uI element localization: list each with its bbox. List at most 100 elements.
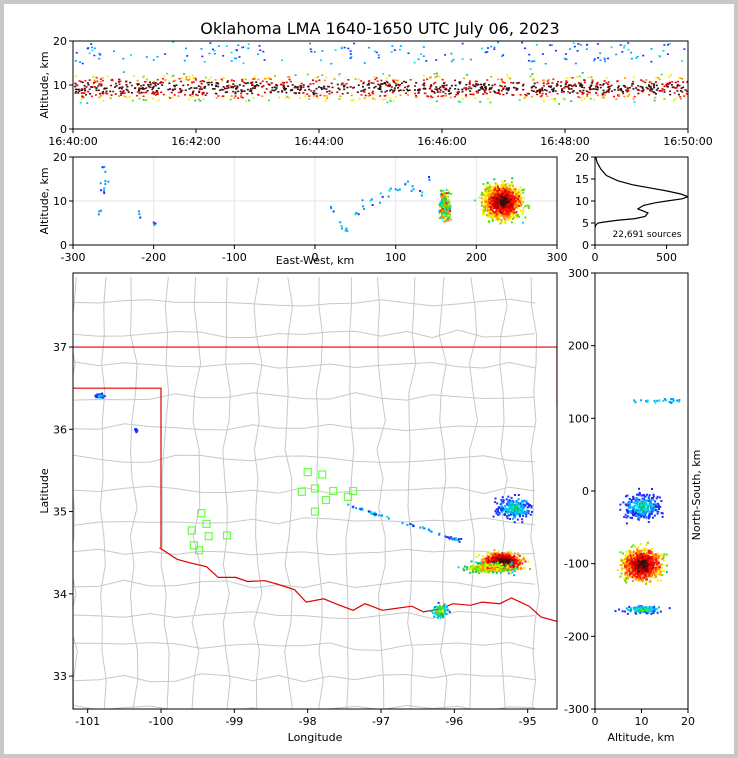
source-point	[285, 81, 288, 84]
source-point	[526, 502, 529, 505]
source-point	[433, 73, 436, 75]
latitude-tick-label: 34	[53, 588, 67, 601]
county-line	[99, 277, 107, 709]
source-point	[482, 206, 485, 209]
source-point	[519, 508, 521, 511]
source-point	[420, 53, 422, 55]
source-point	[164, 79, 167, 81]
source-point	[510, 190, 513, 193]
source-point	[519, 509, 522, 512]
source-point	[527, 205, 530, 208]
source-point	[448, 89, 451, 91]
source-point	[490, 211, 493, 214]
source-point	[136, 83, 139, 85]
source-point	[632, 76, 635, 78]
source-point	[678, 84, 681, 87]
source-point	[510, 496, 513, 499]
source-point	[386, 81, 389, 84]
source-point	[143, 88, 146, 90]
source-point	[269, 91, 272, 94]
source-point	[607, 57, 609, 60]
source-point	[520, 198, 523, 201]
source-point	[572, 90, 575, 92]
source-point	[677, 80, 680, 83]
source-point	[208, 52, 211, 55]
source-point	[480, 200, 483, 203]
source-point	[496, 563, 499, 566]
source-point	[529, 568, 531, 570]
source-point	[449, 205, 452, 208]
source-point	[80, 89, 83, 92]
source-point	[487, 212, 490, 215]
source-point	[493, 202, 496, 205]
source-point	[548, 91, 551, 93]
source-point	[74, 75, 77, 78]
source-point	[336, 83, 339, 86]
source-point	[302, 84, 305, 86]
source-point	[300, 86, 303, 89]
source-point	[121, 86, 124, 88]
source-point	[392, 79, 395, 82]
source-point	[379, 86, 381, 89]
source-point	[432, 82, 435, 85]
source-point	[516, 518, 519, 521]
source-point	[149, 83, 152, 86]
ew-tick-label: -100	[222, 251, 247, 264]
source-point	[244, 82, 247, 85]
source-point	[576, 50, 579, 52]
source-point	[109, 97, 112, 99]
source-point	[493, 46, 496, 49]
source-point	[502, 563, 505, 566]
source-point	[499, 204, 502, 207]
source-point	[437, 617, 439, 619]
source-point	[75, 88, 77, 91]
source-point	[592, 88, 595, 90]
source-point	[313, 92, 316, 95]
source-point	[526, 92, 529, 95]
source-point	[525, 94, 528, 97]
source-point	[489, 193, 492, 196]
county-line	[73, 423, 536, 432]
source-point	[491, 214, 494, 216]
source-point	[362, 89, 365, 91]
source-point	[509, 210, 512, 213]
source-point	[640, 79, 643, 81]
source-point	[439, 201, 442, 204]
source-point	[663, 85, 666, 87]
source-point	[441, 606, 443, 609]
source-point	[539, 90, 542, 93]
source-point	[626, 574, 629, 577]
source-point	[479, 86, 482, 89]
source-point	[561, 88, 564, 90]
source-point	[518, 204, 521, 207]
source-point	[493, 190, 496, 193]
source-point	[236, 85, 239, 87]
source-point	[568, 84, 571, 86]
source-point	[444, 210, 447, 213]
source-point	[483, 569, 486, 572]
source-point	[501, 180, 503, 183]
source-point	[487, 221, 490, 224]
source-point	[318, 79, 321, 82]
source-point	[325, 88, 328, 90]
source-point	[604, 60, 607, 63]
source-point	[601, 93, 604, 96]
source-point	[499, 210, 502, 213]
source-point	[354, 213, 357, 216]
source-point	[345, 227, 348, 230]
source-point	[654, 81, 657, 83]
source-point	[362, 85, 364, 88]
source-point	[251, 83, 254, 86]
source-point	[169, 97, 172, 99]
source-point	[99, 182, 102, 185]
source-point	[297, 86, 300, 88]
source-point	[527, 504, 530, 507]
source-point	[482, 211, 485, 214]
source-point	[258, 45, 261, 47]
source-point	[630, 51, 633, 54]
source-point	[539, 89, 542, 91]
source-point	[273, 86, 276, 88]
source-point	[375, 77, 378, 79]
source-point	[123, 92, 126, 94]
source-point	[499, 192, 502, 195]
